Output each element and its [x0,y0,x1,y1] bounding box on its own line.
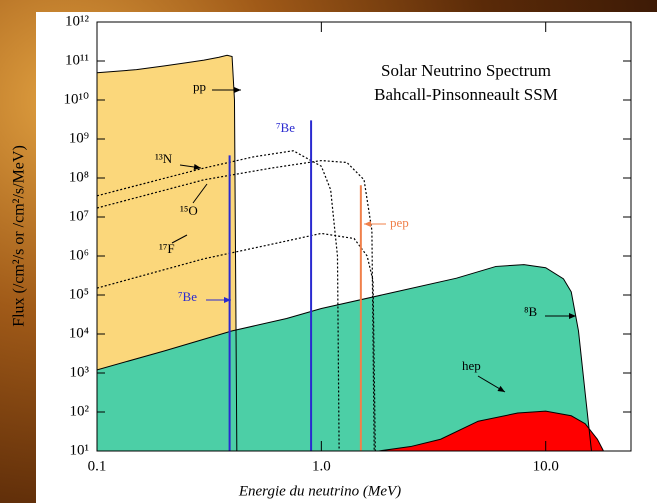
line-label: ⁷Be [276,120,295,135]
line-label: pep [390,215,409,230]
y-tick-label: 10¹² [65,13,89,29]
line-label: ⁷Be [178,289,197,304]
y-tick-label: 10³ [70,364,90,380]
chart: Solar Neutrino Spectrum Bahcall-Pinsonne… [0,0,657,503]
x-tick-label: 0.1 [88,458,107,474]
y-tick-label: 10¹¹ [65,52,89,68]
series-label: pp [193,79,206,94]
y-tick-label: 10⁴ [69,325,89,341]
series-label: ¹⁵O [180,203,198,218]
y-tick-label: 10⁶ [69,247,89,263]
series-label: ¹³N [155,151,173,166]
x-tick-label: 1.0 [312,458,331,474]
y-tick-label: 10⁹ [69,130,89,146]
x-tick-label: 10.0 [533,458,559,474]
y-axis-label: Flux (/cm²/s or /cm²/s/MeV) [11,145,28,327]
y-tick-label: 10⁷ [69,208,89,224]
chart-title: Solar Neutrino Spectrum [381,61,551,80]
chart-subtitle: Bahcall-Pinsonneault SSM [374,85,558,104]
y-tick-label: 10⁵ [69,286,89,302]
y-tick-label: 10⁸ [69,169,89,185]
series-label: ⁸B [524,304,538,319]
y-tick-label: 10¹ [70,442,90,458]
series-label: hep [462,358,481,373]
page: {"chart_data": { "type": "line", "title"… [0,0,657,503]
y-tick-label: 10² [70,403,90,419]
x-axis-label: Energie du neutrino (MeV) [238,483,401,499]
y-tick-label: 10¹⁰ [63,91,89,107]
